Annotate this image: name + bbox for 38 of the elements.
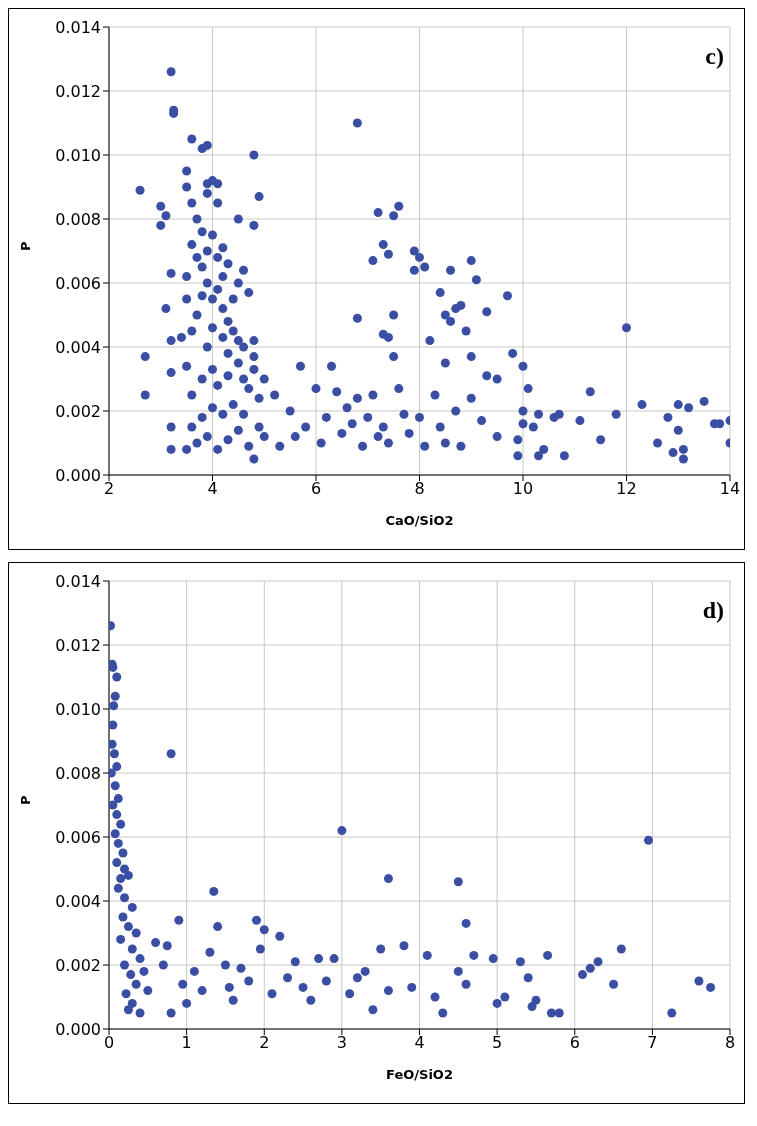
x-axis-title: CaO/SiO2 <box>385 513 454 528</box>
y-tick-label: 0.000 <box>55 1019 101 1039</box>
y-tick-label: 0.002 <box>55 401 101 421</box>
x-tick-label: 6 <box>310 479 322 499</box>
x-tick-label: 10 <box>512 479 534 499</box>
x-tick-label: 5 <box>492 1033 503 1053</box>
y-tick-label: 0.006 <box>55 273 101 293</box>
x-axis-title: FeO/SiO2 <box>386 1067 453 1082</box>
x-tick-label: 0 <box>103 1033 115 1053</box>
annotation: c) <box>705 43 724 70</box>
x-tick-label: 14 <box>719 479 741 499</box>
y-tick-label: 0.010 <box>55 699 101 719</box>
annotation: d) <box>702 597 724 624</box>
x-tick-label: 3 <box>336 1033 347 1053</box>
x-tick-label: 4 <box>414 1033 425 1053</box>
x-tick-label: 12 <box>616 479 637 499</box>
y-tick-label: 0.014 <box>55 571 101 591</box>
y-tick-label: 0.004 <box>55 337 101 357</box>
y-tick-label: 0.002 <box>55 955 101 975</box>
y-tick-label: 0.012 <box>55 635 101 655</box>
y-tick-label: 0.012 <box>55 81 101 101</box>
y-axis-title: P <box>17 795 33 805</box>
y-tick-label: 0.014 <box>55 17 101 37</box>
x-tick-label: 2 <box>259 1033 270 1053</box>
y-axis-title: P <box>17 241 33 251</box>
x-tick-label: 8 <box>724 1033 736 1053</box>
x-tick-label: 6 <box>569 1033 580 1053</box>
x-tick-label: 7 <box>647 1033 658 1053</box>
y-tick-label: 0.004 <box>55 891 101 911</box>
y-tick-label: 0.008 <box>55 209 101 229</box>
x-tick-label: 1 <box>181 1033 192 1053</box>
x-tick-label: 2 <box>103 479 115 499</box>
x-tick-label: 4 <box>207 479 218 499</box>
y-tick-label: 0.010 <box>55 145 101 165</box>
x-tick-label: 8 <box>414 479 425 499</box>
y-tick-label: 0.008 <box>55 763 101 783</box>
y-tick-label: 0.006 <box>55 827 101 847</box>
y-tick-label: 0.000 <box>55 465 101 485</box>
